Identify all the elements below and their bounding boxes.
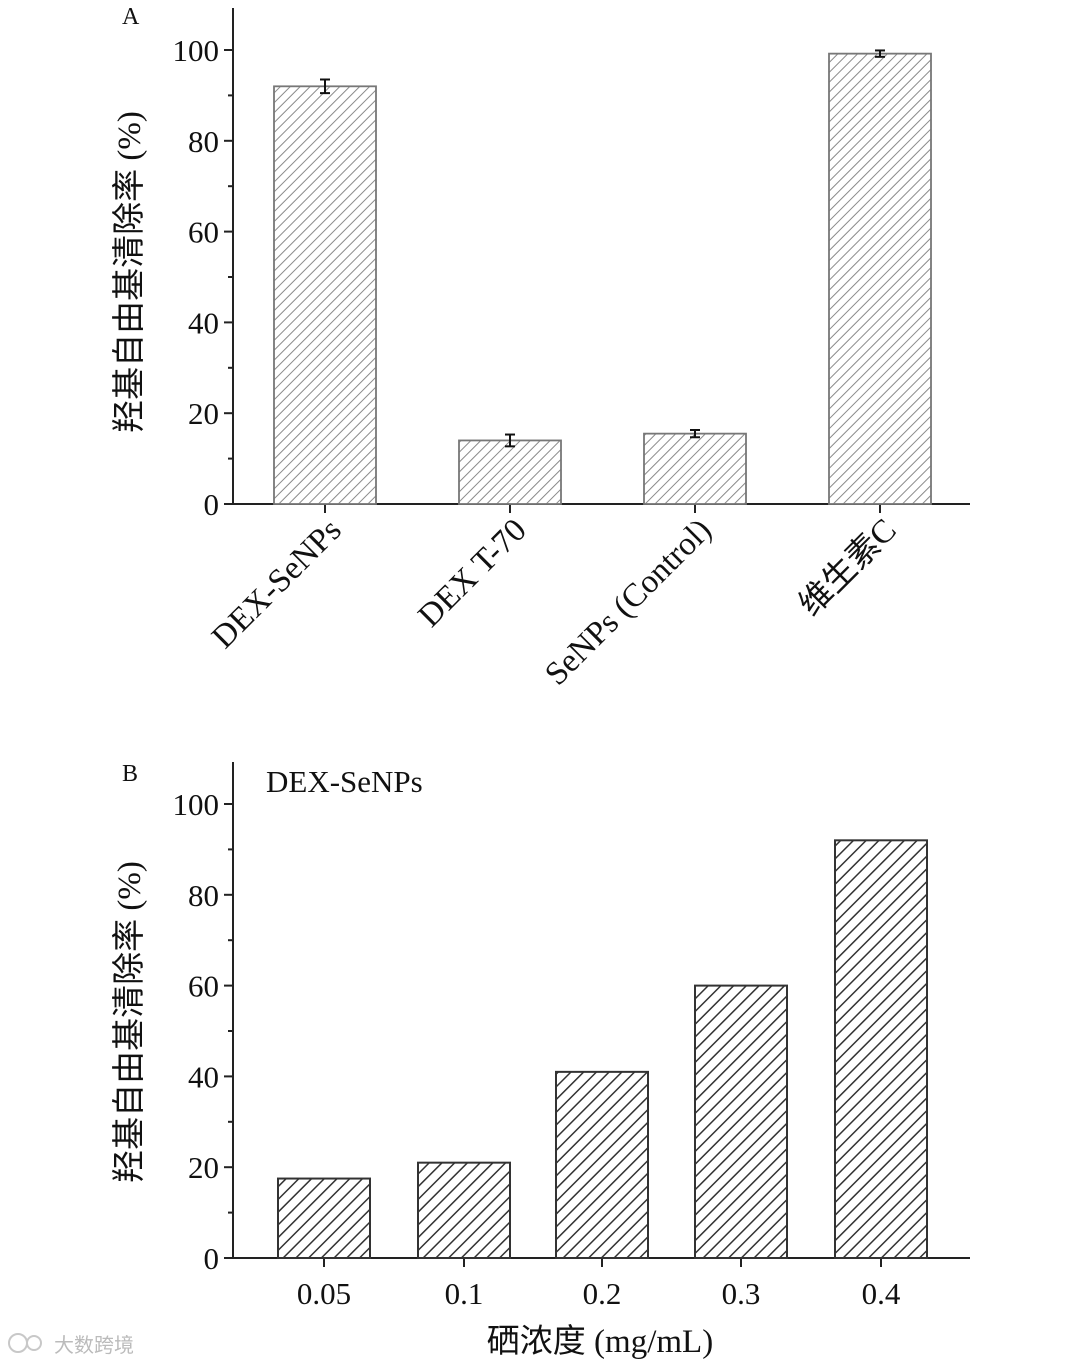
panel-b-y-tick-label: 80 (188, 878, 219, 913)
panel-a-chart: A 0 20 40 60 80 100 DEX-SeNPs DEX T-70 SeNPs (Co… (111, 4, 970, 693)
watermark: 大数跨境 (8, 1333, 134, 1357)
panel-b-x-tick-label: 0.3 (722, 1276, 761, 1311)
panel-a-error-bar (505, 433, 515, 448)
panel-a-y-axis-title: 羟基自由基清除率 (%) (111, 111, 148, 433)
panel-a-bar (458, 439, 562, 505)
watermark-logo-icon (8, 1333, 42, 1353)
panel-b-x-tick-label: 0.2 (583, 1276, 622, 1311)
panel-b-bar (277, 1177, 371, 1260)
panel-b-x-tick-label: 0.05 (297, 1276, 351, 1311)
panel-a-letter: A (122, 4, 140, 30)
panel-b-y-tick-label: 40 (188, 1059, 219, 1094)
panel-a-x-tick-label: SeNPs (Control) (538, 512, 718, 692)
panel-a-y-tick-label: 100 (173, 33, 220, 68)
panel-b-y-tick-label: 60 (188, 969, 219, 1004)
panel-a-bar (273, 85, 377, 505)
panel-a-x-tick-label: DEX T-70 (412, 512, 534, 634)
panel-b-bar (555, 1070, 649, 1259)
panel-b-y-tick-label: 20 (188, 1150, 219, 1185)
panel-a-y-tick-label: 40 (188, 305, 219, 340)
panel-b-y-axis-title: 羟基自由基清除率 (%) (111, 861, 148, 1183)
panel-a-error-bar (690, 428, 700, 439)
panel-a-error-bar (875, 49, 885, 58)
panel-b-x-tick-label: 0.1 (445, 1276, 484, 1311)
panel-a-x-tick-label: DEX-SeNPs (205, 512, 348, 655)
panel-b-y-tick-label: 0 (204, 1241, 220, 1276)
panel-a-bar (828, 52, 932, 505)
panel-b-y-tick-label: 100 (173, 787, 220, 822)
panel-a-bar (643, 432, 747, 505)
panel-b-x-tick-label: 0.4 (862, 1276, 901, 1311)
panel-b-x-axis-title: 硒浓度 (mg/mL) (487, 1323, 713, 1360)
panel-b-annotation: DEX-SeNPs (266, 764, 423, 799)
panel-b-bar (417, 1161, 511, 1260)
panel-b-letter: B (122, 761, 138, 787)
panel-a-y-tick-label: 60 (188, 215, 219, 250)
watermark-text: 大数跨境 (54, 1333, 134, 1357)
panel-a-x-tick-label: 维生素C (792, 511, 904, 623)
panel-b-chart: B DEX-SeNPs 0 20 40 60 80 100 0.05 0.1 0.2 0.3 0.4… (111, 761, 970, 1360)
panel-a-y-tick-label: 20 (188, 396, 219, 431)
panel-b-bar (834, 839, 928, 1259)
panel-a-y-tick-label: 80 (188, 124, 219, 159)
panel-b-bar (694, 984, 788, 1259)
panel-a-y-tick-label: 0 (204, 487, 220, 522)
panel-a-error-bar (320, 78, 330, 95)
